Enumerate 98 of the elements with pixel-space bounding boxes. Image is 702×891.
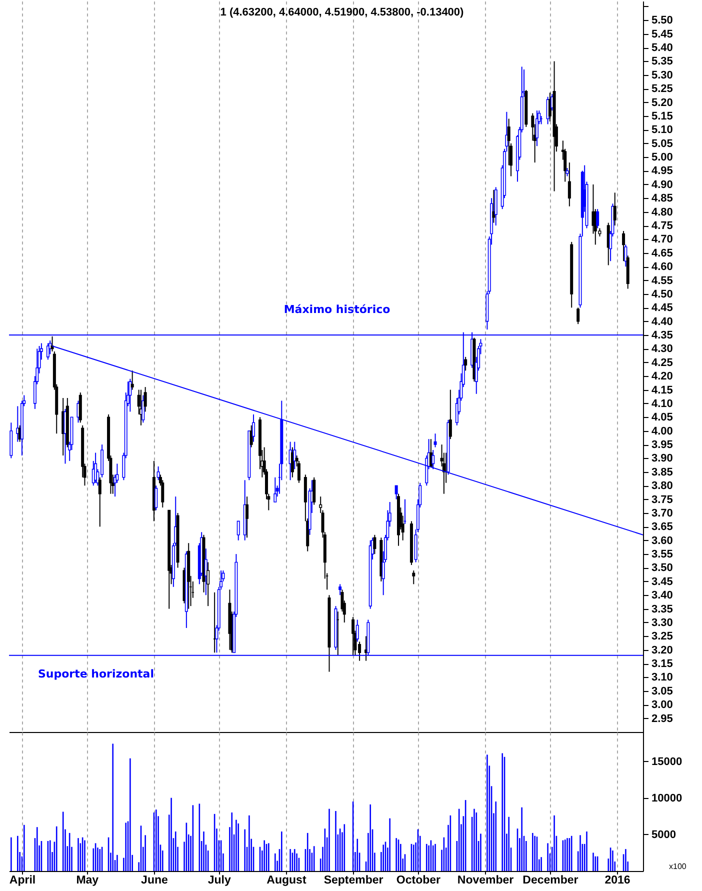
candlestick bbox=[596, 208, 600, 229]
x-tick-label: August bbox=[266, 874, 306, 886]
candlestick bbox=[373, 534, 376, 555]
ref-line-label: Máximo histórico bbox=[284, 303, 391, 316]
text: x100 bbox=[669, 862, 687, 871]
candlestick bbox=[98, 476, 102, 528]
y-tick-label: 4.90 bbox=[652, 178, 673, 191]
y-tick-label: 5.00 bbox=[652, 152, 673, 164]
y-tick-label: 3.95 bbox=[652, 439, 673, 452]
candlestick bbox=[154, 485, 158, 511]
y-tick-label: 2.95 bbox=[652, 712, 673, 725]
x-tick-label: July bbox=[208, 874, 232, 886]
candlestick bbox=[252, 414, 256, 442]
y-tick-label: 4.75 bbox=[652, 220, 673, 232]
y-tick-label: 5.40 bbox=[652, 42, 673, 54]
x-tick-label: October bbox=[396, 874, 442, 886]
y-tick-label: 4.25 bbox=[652, 356, 673, 369]
y-tick-label: 4.10 bbox=[652, 398, 673, 410]
x-tick-label: November bbox=[457, 874, 514, 886]
candlestick bbox=[432, 450, 435, 470]
candlestick bbox=[204, 548, 208, 596]
y-tick-label: 4.15 bbox=[652, 384, 673, 396]
y-tick-label: 4.85 bbox=[652, 192, 673, 205]
y-tick-label: 3.75 bbox=[652, 494, 673, 506]
y-tick-label: 5.45 bbox=[652, 28, 673, 40]
y-tick-label: 3.90 bbox=[652, 452, 673, 465]
x-tick-label: May bbox=[76, 874, 100, 886]
candlestick bbox=[144, 386, 147, 412]
y-tick-label: 3.45 bbox=[652, 576, 673, 588]
y-tick-label: 5000 bbox=[652, 828, 676, 841]
y-tick-label: 4.95 bbox=[652, 165, 673, 178]
candlestick bbox=[274, 476, 277, 503]
candlestick bbox=[622, 230, 626, 262]
y-tick-label: 5.25 bbox=[652, 83, 673, 96]
y-tick-label: 5.30 bbox=[652, 69, 673, 82]
y-tick-label: 4.50 bbox=[652, 288, 673, 300]
y-tick-label: 4.80 bbox=[652, 206, 673, 218]
y-tick-label: 4.30 bbox=[652, 343, 673, 356]
candlestick bbox=[156, 466, 160, 481]
x-tick-label: September bbox=[324, 874, 384, 886]
candlestick bbox=[236, 520, 240, 541]
candlestick bbox=[312, 476, 316, 506]
y-tick-label: 3.55 bbox=[652, 548, 673, 561]
x-tick-label: April bbox=[9, 874, 36, 886]
candlestick bbox=[448, 389, 452, 440]
y-tick-label: 5.10 bbox=[652, 124, 673, 136]
y-tick-label: 3.15 bbox=[652, 658, 673, 670]
y-tick-label: 4.65 bbox=[652, 247, 673, 260]
y-tick-label: 3.30 bbox=[652, 616, 673, 629]
y-tick-label: 3.60 bbox=[652, 534, 673, 547]
y-tick-label: 4.35 bbox=[652, 330, 673, 342]
candlestick bbox=[464, 356, 468, 372]
y-tick-label: 4.20 bbox=[652, 370, 673, 383]
x-tick-label: June bbox=[141, 874, 168, 886]
y-tick-label: 5.05 bbox=[652, 138, 673, 150]
candlestick bbox=[356, 619, 359, 642]
ref-line-label: Suporte horizontal bbox=[38, 667, 154, 680]
candlestick bbox=[535, 110, 538, 147]
candlestick bbox=[412, 570, 416, 585]
y-tick-label: 4.45 bbox=[652, 302, 673, 314]
y-tick-label: 10000 bbox=[652, 792, 682, 804]
candlestick bbox=[142, 394, 145, 424]
y-tick-label: 3.70 bbox=[652, 507, 673, 520]
candlestick bbox=[613, 192, 616, 226]
y-tick-label: 3.05 bbox=[652, 685, 673, 698]
y-tick-label: 4.40 bbox=[652, 316, 673, 328]
y-tick-label: 3.00 bbox=[652, 699, 673, 712]
candlestick bbox=[130, 370, 134, 390]
y-tick-label: 3.20 bbox=[652, 644, 673, 656]
candlestick bbox=[624, 244, 628, 268]
candlestick bbox=[246, 496, 249, 538]
y-tick-label: 3.10 bbox=[652, 672, 673, 684]
y-tick-label: 4.70 bbox=[652, 234, 673, 246]
candlestick bbox=[394, 485, 398, 500]
y-tick-label: 3.40 bbox=[652, 590, 673, 602]
y-tick-label: 3.85 bbox=[652, 466, 673, 478]
y-tick-label: 5.20 bbox=[652, 96, 673, 109]
y-tick-label: 3.25 bbox=[652, 630, 673, 643]
y-tick-label: 5.15 bbox=[652, 110, 673, 122]
y-tick-label: 3.35 bbox=[652, 603, 673, 616]
y-tick-label: 5.50 bbox=[652, 14, 673, 27]
y-tick-label: 3.80 bbox=[652, 480, 673, 492]
candlestick bbox=[576, 307, 580, 325]
y-tick-label: 4.55 bbox=[652, 274, 673, 287]
y-tick-label: 4.60 bbox=[652, 261, 673, 274]
y-tick-label: 15000 bbox=[652, 756, 682, 768]
x-tick-label: 2016 bbox=[604, 874, 630, 886]
y-tick-label: 5.35 bbox=[652, 56, 673, 68]
chart-title: 1 (4.63200, 4.64000, 4.51900, 4.53800, -0.13400) bbox=[220, 6, 464, 18]
candlestick bbox=[352, 616, 355, 656]
candlestick bbox=[46, 342, 50, 360]
y-tick-label: 3.50 bbox=[652, 562, 673, 574]
x-tick-label: December bbox=[522, 874, 579, 886]
y-tick-label: 3.65 bbox=[652, 521, 673, 534]
candlestick bbox=[338, 584, 342, 596]
y-tick-label: 4.05 bbox=[652, 412, 673, 424]
candlestick bbox=[434, 433, 437, 448]
y-tick-label: 4.00 bbox=[652, 425, 673, 438]
